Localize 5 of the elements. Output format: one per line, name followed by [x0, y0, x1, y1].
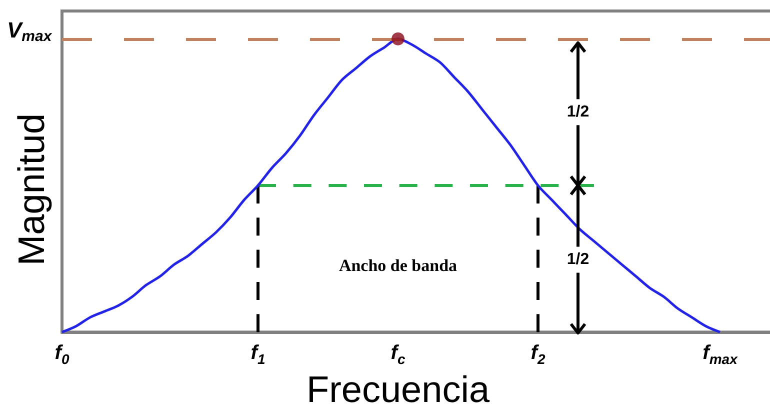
annotation: 1/2	[566, 104, 590, 121]
annotation: Ancho de banda	[338, 256, 458, 276]
y-axis-title: Magnitud	[11, 113, 52, 266]
x-axis-title: Frecuencia	[306, 369, 490, 410]
annotation: 1/2	[566, 251, 590, 268]
